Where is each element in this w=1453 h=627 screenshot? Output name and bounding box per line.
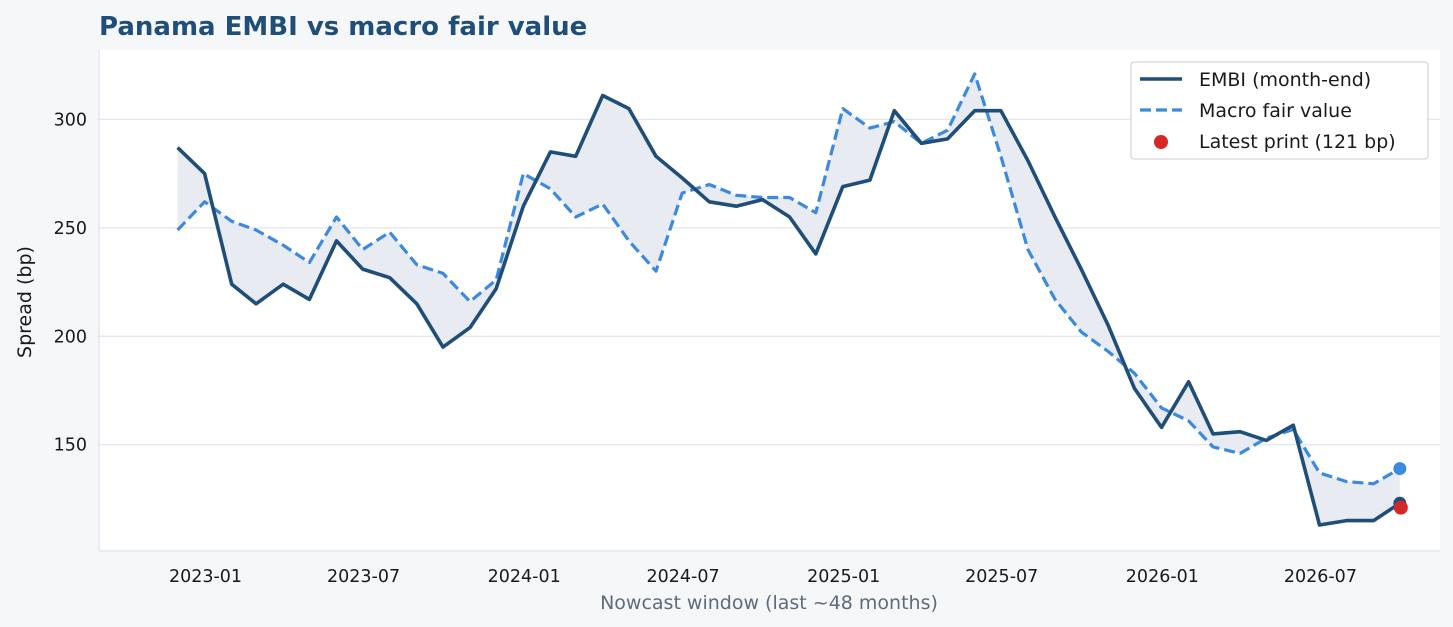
series-line-embi xyxy=(176,93,1401,527)
x-tick-label-2025-01: 2025-01 xyxy=(807,567,880,587)
legend-label-latest: Latest print (121 bp) xyxy=(1199,131,1396,153)
y-tick-label-150: 150 xyxy=(54,436,87,456)
end-points xyxy=(1393,462,1408,515)
x-tick-label-2025-07: 2025-07 xyxy=(965,567,1038,587)
y-tick-label-200: 200 xyxy=(54,327,87,347)
y-axis-label: Spread (bp) xyxy=(14,246,36,358)
x-tick-label-2024-01: 2024-01 xyxy=(488,567,561,587)
legend-box xyxy=(1130,61,1429,160)
legend-marker-latest xyxy=(1154,135,1168,149)
x-tick-labels: 2023-01 2023-07 2024-01 2024-07 2025-01 2025-… xyxy=(169,567,1357,587)
y-tick-label-250: 250 xyxy=(54,219,87,239)
legend: EMBI (month-end) Macro fair value Latest… xyxy=(1130,61,1429,160)
latest-print-point xyxy=(1393,500,1408,515)
y-tick-label-300: 300 xyxy=(54,110,87,130)
series-line-macro-fair-value xyxy=(176,72,1401,486)
fair-value-end-point xyxy=(1393,462,1407,476)
legend-label-fair-value: Macro fair value xyxy=(1199,100,1352,122)
x-tick-label-2023-01: 2023-01 xyxy=(169,567,242,587)
x-tick-label-2024-07: 2024-07 xyxy=(647,567,720,587)
x-tick-label-2026-01: 2026-01 xyxy=(1126,567,1199,587)
x-tick-label-2023-07: 2023-07 xyxy=(327,567,400,587)
y-tick-labels: 150 200 250 300 xyxy=(54,110,87,455)
chart-title: Panama EMBI vs macro fair value xyxy=(99,12,587,42)
x-tick-label-2026-07: 2026-07 xyxy=(1284,567,1357,587)
x-axis-label: Nowcast window (last ~48 months) xyxy=(600,592,938,614)
spread-gap-fill xyxy=(177,73,1400,526)
legend-label-embi: EMBI (month-end) xyxy=(1199,69,1371,91)
